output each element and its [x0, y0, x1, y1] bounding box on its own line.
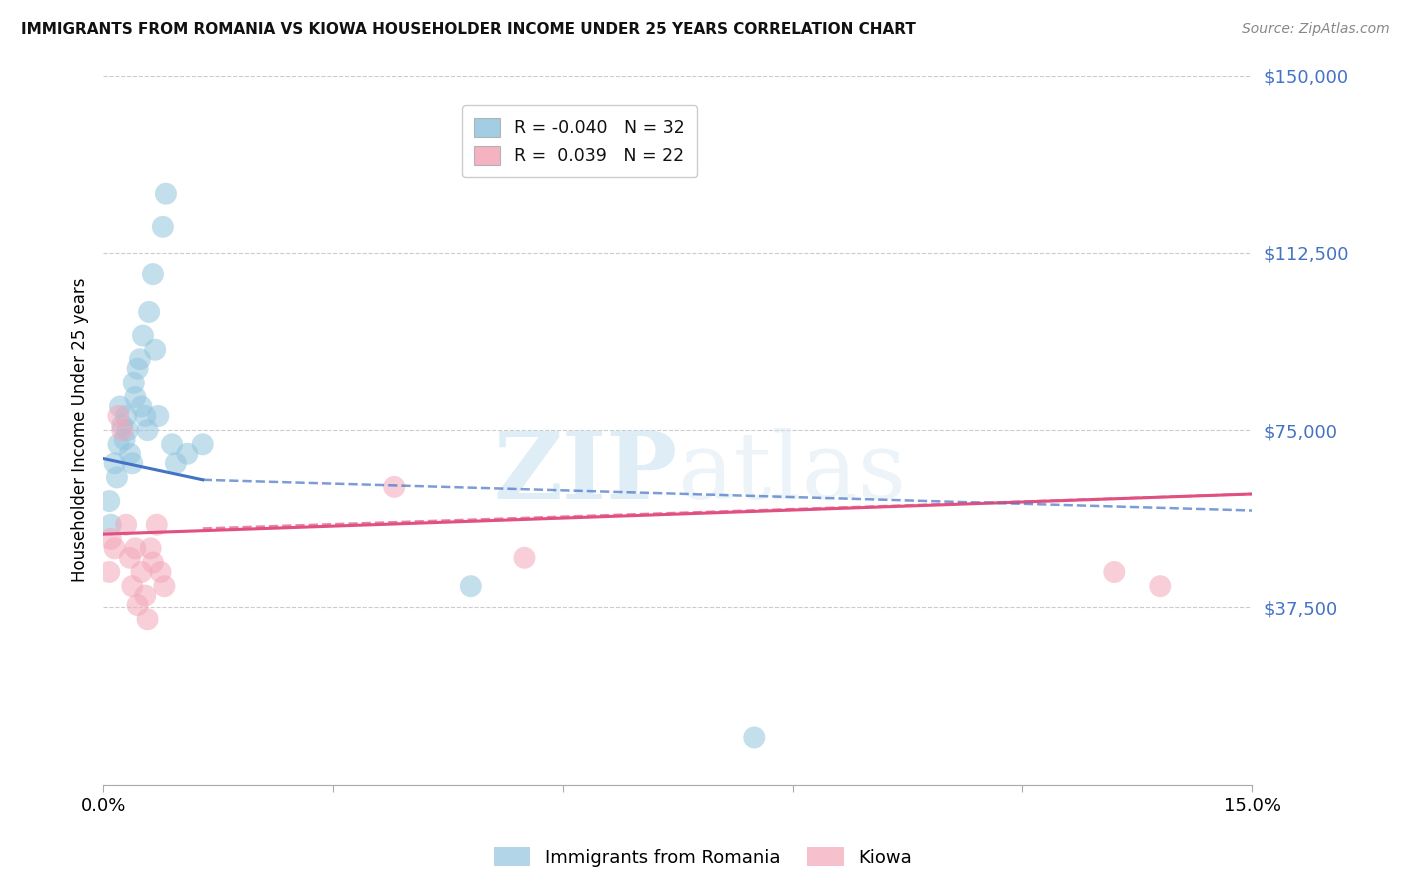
Point: [153, 579, 176, 593]
Legend: R = -0.040   N = 32, R =  0.039   N = 22: R = -0.040 N = 32, R = 0.039 N = 22: [463, 105, 697, 177]
Point: [176, 447, 198, 461]
Point: [149, 565, 172, 579]
Point: [115, 517, 138, 532]
Point: [118, 447, 141, 461]
Point: [742, 731, 765, 745]
Point: [122, 376, 145, 390]
Point: [143, 343, 166, 357]
Point: [139, 541, 162, 556]
Point: [100, 532, 122, 546]
Point: [142, 556, 165, 570]
Point: [121, 456, 143, 470]
Point: [136, 423, 159, 437]
Point: [104, 456, 127, 470]
Point: [107, 409, 129, 423]
Point: [108, 400, 131, 414]
Point: [117, 423, 139, 437]
Point: [134, 589, 156, 603]
Point: [124, 390, 146, 404]
Point: [513, 550, 536, 565]
Point: [191, 437, 214, 451]
Point: [160, 437, 183, 451]
Point: [129, 352, 152, 367]
Legend: Immigrants from Romania, Kiowa: Immigrants from Romania, Kiowa: [486, 840, 920, 874]
Point: [134, 409, 156, 423]
Point: [138, 305, 160, 319]
Point: [382, 480, 405, 494]
Point: [115, 409, 138, 423]
Point: [124, 541, 146, 556]
Point: [98, 494, 121, 508]
Point: [1149, 579, 1171, 593]
Point: [1104, 565, 1126, 579]
Point: [111, 418, 134, 433]
Point: [104, 541, 127, 556]
Y-axis label: Householder Income Under 25 years: Householder Income Under 25 years: [72, 278, 89, 582]
Point: [100, 517, 122, 532]
Point: [118, 550, 141, 565]
Point: [98, 565, 121, 579]
Point: [127, 361, 149, 376]
Text: IMMIGRANTS FROM ROMANIA VS KIOWA HOUSEHOLDER INCOME UNDER 25 YEARS CORRELATION C: IMMIGRANTS FROM ROMANIA VS KIOWA HOUSEHO…: [21, 22, 915, 37]
Text: Source: ZipAtlas.com: Source: ZipAtlas.com: [1241, 22, 1389, 37]
Point: [105, 470, 128, 484]
Point: [165, 456, 187, 470]
Point: [131, 400, 153, 414]
Point: [121, 579, 143, 593]
Point: [114, 433, 136, 447]
Point: [127, 598, 149, 612]
Point: [152, 219, 174, 234]
Text: ZIP: ZIP: [494, 427, 678, 517]
Point: [111, 423, 134, 437]
Point: [460, 579, 482, 593]
Point: [131, 565, 153, 579]
Point: [107, 437, 129, 451]
Point: [136, 612, 159, 626]
Point: [155, 186, 177, 201]
Point: [132, 328, 155, 343]
Point: [145, 517, 167, 532]
Text: atlas: atlas: [678, 427, 907, 517]
Point: [148, 409, 170, 423]
Point: [142, 267, 165, 281]
